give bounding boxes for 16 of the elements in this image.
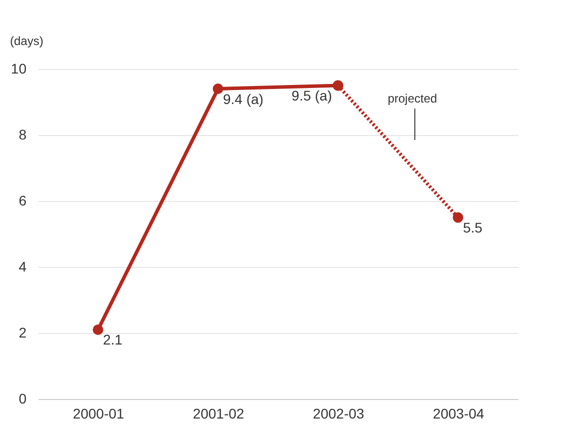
y-tick-label: 0 bbox=[18, 390, 27, 406]
x-tick-label: 2003-04 bbox=[432, 406, 484, 422]
x-tick-label: 2000-01 bbox=[72, 406, 124, 422]
y-tick-label: 6 bbox=[18, 192, 27, 208]
y-tick-label: 10 bbox=[10, 60, 27, 76]
y-tick-label: 8 bbox=[18, 126, 27, 142]
data-label: 5.5 bbox=[463, 220, 483, 236]
annotation: projected bbox=[388, 92, 438, 106]
y-tick-label: 2 bbox=[18, 324, 27, 340]
x-tick-label: 2001-02 bbox=[192, 406, 244, 422]
data-label: 9.5 (a) bbox=[292, 88, 332, 104]
y-tick-label: 4 bbox=[18, 258, 27, 274]
data-label: 2.1 bbox=[103, 332, 123, 348]
y-axis-title: (days) bbox=[10, 34, 44, 48]
data-label: 9.4 (a) bbox=[223, 90, 264, 107]
x-tick-label: 2002-03 bbox=[312, 406, 364, 422]
